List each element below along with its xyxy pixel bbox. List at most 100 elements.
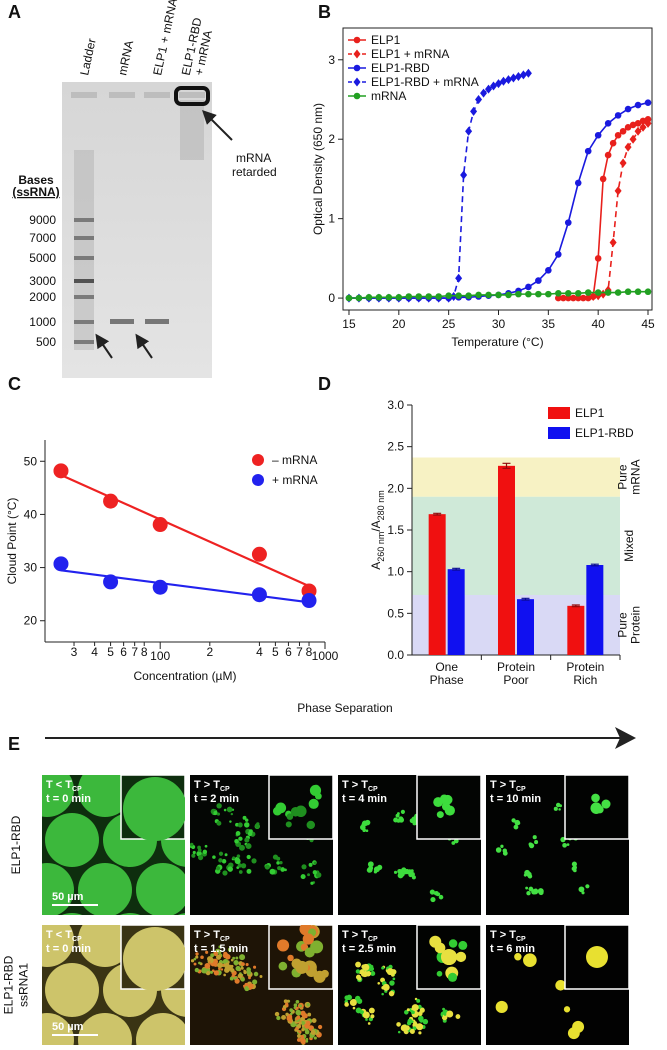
marker [405, 293, 413, 300]
droplet [190, 959, 195, 963]
droplet [563, 1006, 571, 1013]
ladder-band [74, 340, 94, 344]
droplet [433, 891, 438, 895]
droplet [193, 962, 197, 966]
droplet [280, 867, 285, 872]
marker [599, 175, 607, 183]
droplet [78, 863, 132, 915]
marker [604, 120, 612, 127]
droplet [244, 837, 250, 843]
droplet [236, 854, 241, 858]
marker [535, 277, 542, 284]
marker [569, 294, 577, 302]
droplet [344, 1002, 349, 1007]
droplet [278, 961, 288, 971]
droplet [279, 944, 285, 951]
image-label: T > TCP [490, 779, 526, 793]
x-axis-label: Concentration (µM) [134, 669, 237, 683]
x-tick-label: 30 [492, 317, 506, 331]
droplet [523, 953, 537, 967]
image-label: T < TCP [46, 929, 82, 943]
droplet [42, 925, 74, 967]
marker [609, 237, 617, 247]
droplet [309, 784, 322, 797]
droplet [248, 983, 254, 989]
droplet [305, 1039, 309, 1043]
droplet [585, 884, 590, 889]
scale-bar-label: 50 µm [52, 891, 84, 903]
ladder-band [74, 295, 94, 299]
condition: T < T [46, 929, 72, 941]
x-tick-label: 4 [256, 645, 263, 659]
region-label: Pure [616, 464, 630, 490]
droplet [495, 1000, 508, 1014]
x-tick-label: 7 [296, 645, 303, 659]
marker [624, 142, 632, 152]
droplet [217, 962, 223, 969]
droplet [296, 1024, 302, 1029]
marker [614, 186, 622, 196]
droplet [389, 980, 395, 986]
droplet [527, 874, 533, 879]
droplet [295, 999, 300, 1004]
image-label: T > TCP [194, 779, 230, 793]
x-tick-label: 2 [206, 645, 213, 659]
marker [415, 293, 423, 300]
micrograph [190, 775, 333, 915]
droplet [434, 942, 446, 954]
droplet [198, 961, 201, 965]
marker [465, 292, 472, 300]
y-tick-label: 1.0 [387, 565, 404, 579]
y-axis-label: Cloud Point (°C) [5, 498, 19, 585]
marker [614, 131, 622, 139]
condition: T > T [490, 779, 516, 791]
inset-droplet [586, 946, 608, 968]
marker [604, 151, 612, 159]
droplet [397, 1030, 401, 1034]
bar [567, 605, 585, 655]
droplet [447, 972, 458, 982]
point [53, 463, 69, 479]
marker [524, 68, 532, 78]
droplet [78, 1013, 132, 1045]
panel-label: D [318, 374, 331, 394]
marker [564, 219, 572, 226]
row-label: ELP1-RBD [2, 955, 16, 1014]
droplet [346, 994, 352, 1001]
droplet [448, 939, 458, 948]
droplet [306, 820, 316, 830]
droplet [295, 1009, 302, 1016]
droplet [559, 804, 563, 808]
marker [619, 127, 627, 135]
y-axis-label-part: A [369, 562, 383, 570]
droplet [495, 847, 502, 853]
plot-frame [342, 27, 653, 311]
droplet [308, 798, 319, 809]
micrograph [42, 925, 185, 1045]
y-axis-label: Optical Density (650 nm) [311, 103, 325, 235]
droplet [194, 967, 200, 973]
mrna-band [145, 319, 169, 324]
image-label: t = 1.5 min [194, 943, 248, 955]
droplet [78, 925, 132, 967]
droplet [308, 862, 313, 867]
marker [460, 170, 468, 180]
bar [517, 599, 534, 655]
legend-swatch [548, 407, 570, 419]
marker [555, 290, 562, 297]
marker [485, 291, 492, 299]
droplet [246, 868, 252, 874]
ladder-smear [74, 150, 94, 350]
droplet [286, 813, 294, 820]
micrograph [338, 775, 481, 915]
droplet [566, 843, 570, 847]
retarded-band [174, 86, 210, 106]
image-label: T < TCP [46, 779, 82, 793]
marker [594, 131, 602, 139]
y-tick-label: 50 [24, 454, 38, 468]
droplet [136, 1013, 185, 1045]
marker [594, 289, 602, 296]
error-bar [521, 597, 530, 601]
x-tick-label: 7 [131, 645, 138, 659]
ladder-size: 9000 [29, 213, 56, 227]
